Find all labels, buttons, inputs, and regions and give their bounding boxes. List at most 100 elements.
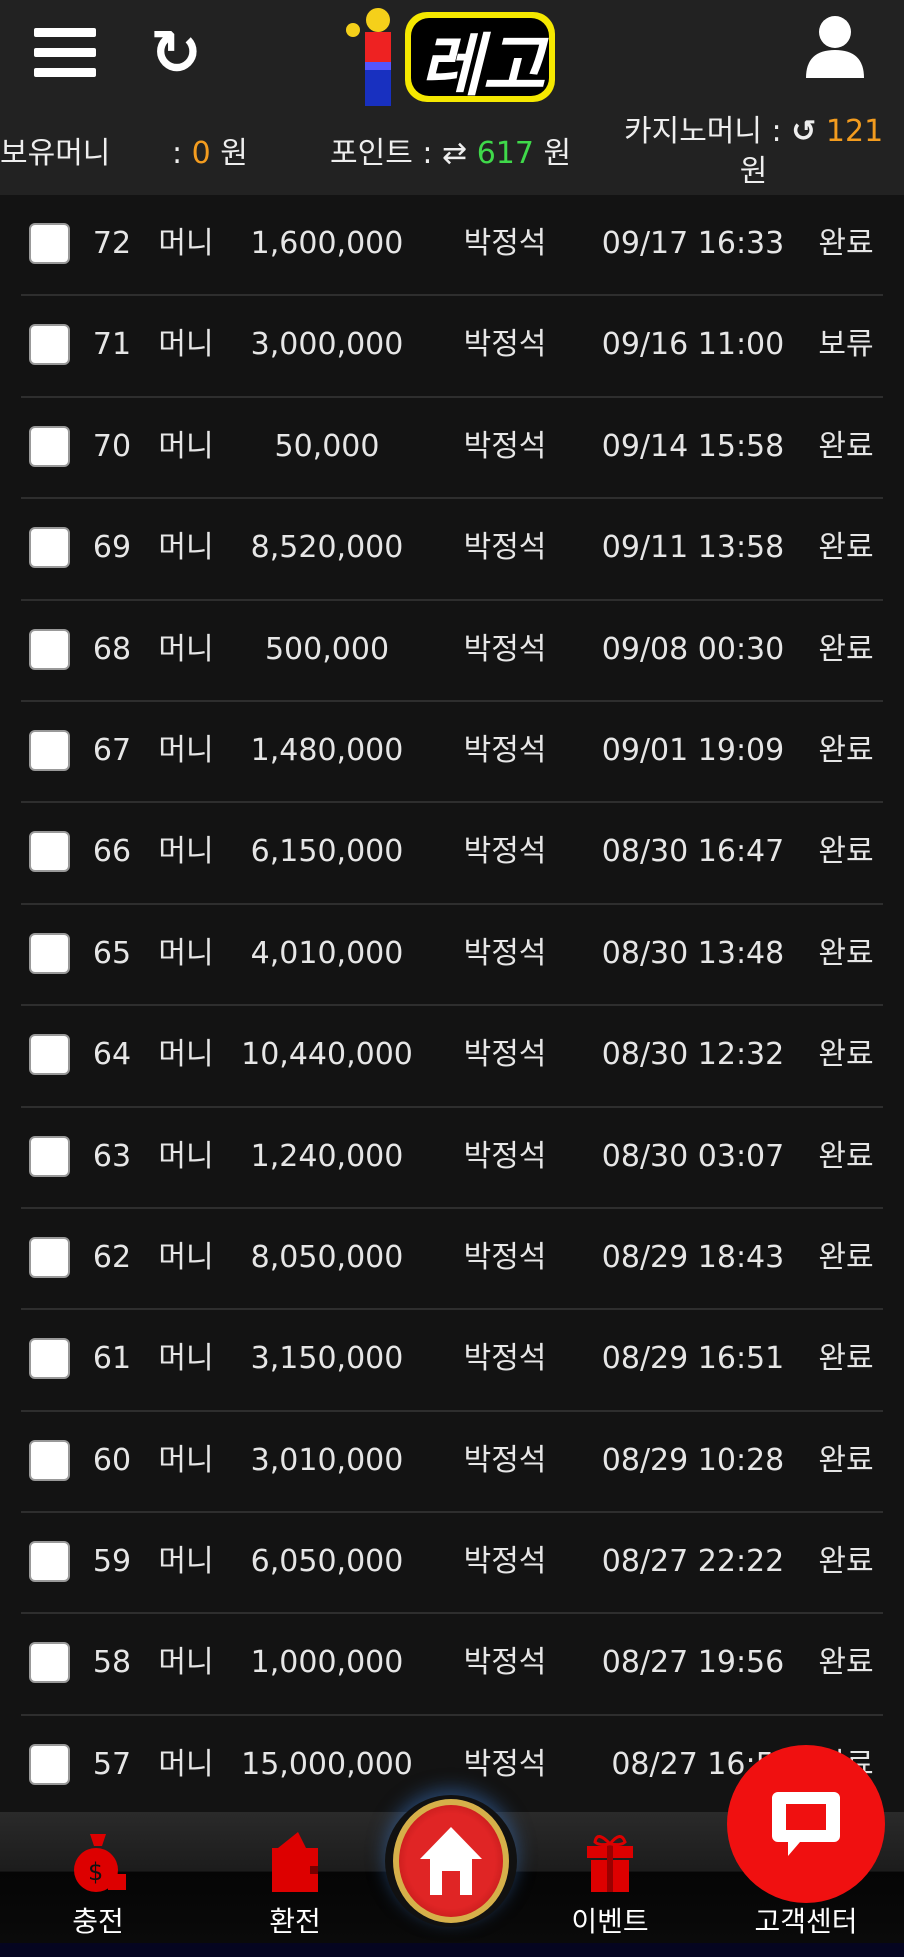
cell-status: 완료 (818, 1645, 874, 1681)
cell-date: 09/14 15:58 (601, 428, 785, 464)
logo[interactable]: 레고 (335, 2, 565, 107)
refresh-icon[interactable]: ↻ (150, 16, 202, 89)
cell-type: 머니 (158, 631, 214, 667)
table-row: 61 머니 3,150,000 박정석 08/29 16:51 완료 (0, 1310, 904, 1413)
row-checkbox[interactable] (29, 1034, 70, 1076)
cell-type: 머니 (158, 732, 214, 768)
home-icon (420, 1827, 482, 1895)
cell-amount: 8,520,000 (250, 530, 404, 566)
row-checkbox[interactable] (29, 932, 70, 974)
cell-status: 완료 (818, 226, 874, 261)
row-checkbox[interactable] (29, 1642, 70, 1684)
cell-amount: 3,000,000 (250, 327, 404, 363)
holding-unit: 원 (220, 136, 248, 171)
table-row: 67 머니 1,480,000 박정석 09/01 19:09 완료 (0, 702, 904, 804)
cell-name: 박정석 (463, 428, 547, 464)
transaction-list: 72 머니 1,600,000 박정석 09/17 16:33 완료 71 머니 3,000,0… (0, 195, 904, 1818)
row-checkbox[interactable] (29, 527, 70, 569)
row-checkbox[interactable] (29, 1541, 70, 1583)
cell-date: 08/29 10:28 (601, 1442, 785, 1478)
holding-label: 보유머니 (0, 136, 111, 171)
cell-type: 머니 (158, 1645, 214, 1681)
row-checkbox[interactable] (29, 628, 70, 670)
casino-money: 카지노머니 : ↺ 121 원 (624, 112, 883, 192)
cell-name: 박정석 (463, 530, 547, 566)
holding-value: 0 (191, 136, 211, 171)
cell-name: 박정석 (463, 1442, 547, 1478)
casino-value: 121 (825, 114, 884, 149)
cell-amount: 8,050,000 (250, 1239, 404, 1275)
cell-status: 보류 (818, 327, 874, 363)
row-checkbox[interactable] (29, 324, 70, 366)
cell-no: 64 (92, 1037, 132, 1073)
gift-icon (550, 1826, 670, 1896)
row-checkbox[interactable] (29, 223, 70, 264)
cell-date: 08/30 12:32 (601, 1037, 785, 1073)
cell-type: 머니 (158, 1341, 214, 1377)
row-checkbox[interactable] (29, 425, 70, 467)
cell-no: 66 (92, 834, 132, 870)
cell-name: 박정석 (463, 226, 547, 261)
cell-amount: 50,000 (274, 428, 380, 464)
nav-exchange-label: 환전 (269, 1905, 321, 1938)
cell-type: 머니 (158, 935, 214, 971)
row-checkbox[interactable] (29, 1135, 70, 1177)
cell-amount: 1,600,000 (250, 226, 404, 261)
cell-no: 70 (92, 428, 132, 464)
row-checkbox[interactable] (29, 1338, 70, 1380)
cell-status: 완료 (818, 428, 874, 464)
nav-exchange[interactable]: 환전 (235, 1826, 355, 1940)
table-row: 71 머니 3,000,000 박정석 09/16 11:00 보류 (0, 296, 904, 399)
transfer-icon[interactable]: ⇄ (442, 136, 468, 171)
cell-status: 완료 (818, 530, 874, 566)
hamburger-menu-icon[interactable] (34, 28, 96, 78)
cell-amount: 500,000 (264, 631, 390, 667)
cell-status: 완료 (818, 1442, 874, 1478)
table-row: 58 머니 1,000,000 박정석 08/27 19:56 완료 (0, 1614, 904, 1717)
cell-date: 08/29 18:43 (601, 1239, 785, 1275)
table-row: 62 머니 8,050,000 박정석 08/29 18:43 완료 (0, 1209, 904, 1311)
cell-amount: 15,000,000 (241, 1746, 413, 1782)
cell-no: 68 (92, 631, 132, 667)
refresh-casino-icon[interactable]: ↺ (791, 114, 817, 149)
casino-unit: 원 (739, 154, 768, 189)
nav-charge-label: 충전 (72, 1905, 124, 1938)
cell-name: 박정석 (463, 1138, 547, 1174)
cell-name: 박정석 (463, 1239, 547, 1275)
cell-amount: 6,050,000 (250, 1544, 404, 1580)
cell-date: 08/30 13:48 (601, 935, 785, 971)
cell-status: 완료 (818, 1138, 874, 1174)
nav-support[interactable]: 고객센터 (746, 1826, 866, 1940)
cell-status: 완료 (818, 935, 874, 971)
cell-date: 08/29 16:51 (601, 1341, 785, 1377)
row-checkbox[interactable] (29, 729, 70, 771)
holding-money: 보유머니 : 0 원 (0, 128, 248, 172)
cell-amount: 4,010,000 (250, 935, 404, 971)
point-value: 617 (476, 136, 534, 171)
row-checkbox[interactable] (29, 831, 70, 873)
cell-status: 완료 (818, 732, 874, 768)
live-chat-button[interactable] (727, 1745, 885, 1903)
cell-name: 박정석 (463, 1746, 547, 1782)
cell-no: 59 (92, 1544, 132, 1580)
row-checkbox[interactable] (29, 1236, 70, 1278)
table-row: 68 머니 500,000 박정석 09/08 00:30 완료 (0, 601, 904, 703)
table-row: 70 머니 50,000 박정석 09/14 15:58 완료 (0, 398, 904, 500)
holding-sep: : (171, 136, 183, 171)
cell-type: 머니 (158, 1037, 214, 1073)
nav-event[interactable]: 이벤트 (550, 1826, 670, 1940)
nav-support-label: 고객센터 (754, 1905, 858, 1938)
cell-status: 완료 (818, 1544, 874, 1580)
cell-amount: 6,150,000 (250, 834, 404, 870)
point-unit: 원 (543, 136, 572, 171)
user-profile-icon[interactable] (800, 10, 870, 80)
point-label: 포인트 : (330, 136, 433, 171)
table-row: 60 머니 3,010,000 박정석 08/29 10:28 완료 (0, 1412, 904, 1514)
cell-amount: 1,480,000 (250, 732, 404, 768)
nav-charge[interactable]: $ 충전 (38, 1826, 158, 1940)
cell-name: 박정석 (463, 935, 547, 971)
home-button[interactable] (385, 1795, 517, 1927)
row-checkbox[interactable] (29, 1439, 70, 1481)
cell-name: 박정석 (463, 732, 547, 768)
row-checkbox[interactable] (29, 1743, 70, 1785)
